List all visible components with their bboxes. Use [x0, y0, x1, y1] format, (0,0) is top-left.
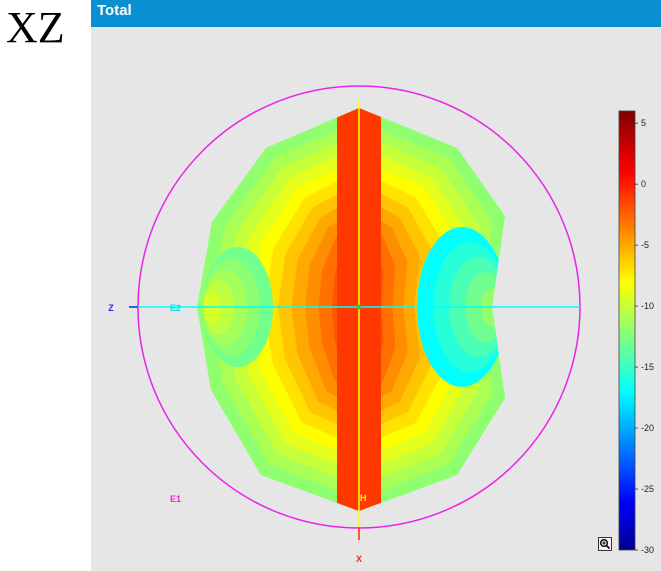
radiation-pattern-plot: Z X E2 E1 H 5 0 -5 -10 -15 -20 -25 -30: [108, 85, 654, 564]
zoom-icon[interactable]: [598, 537, 612, 551]
title-bar: Total: [91, 0, 661, 27]
colorbar-tick-label: -15: [641, 362, 654, 372]
view-label: XZ: [6, 3, 65, 52]
vertical-axis-label: X: [356, 554, 362, 564]
panel-title: Total: [97, 2, 132, 19]
colorbar-tick-label: 5: [641, 118, 646, 128]
colorbar-tick-label: -25: [641, 484, 654, 494]
colorbar-tick-label: -20: [641, 423, 654, 433]
colorbar-tick-label: 0: [641, 179, 646, 189]
marker-e2: E2: [170, 303, 181, 313]
colorbar-tick-label: -5: [641, 240, 649, 250]
colorbar-tick-label: -10: [641, 301, 654, 311]
colorbar-scale: [618, 110, 636, 551]
contour-fill: [197, 108, 505, 511]
origin-dot: [356, 304, 362, 310]
marker-e1: E1: [170, 494, 181, 504]
horizontal-axis-label: Z: [108, 303, 114, 313]
colorbar-tick-label: -30: [641, 545, 654, 555]
plot-panel: Total Z X E2 E1 H 5 0 -5 -10 -15 -20 -25 -30: [91, 0, 661, 571]
marker-h: H: [360, 493, 367, 503]
colorbar: 5 0 -5 -10 -15 -20 -25 -30: [618, 110, 654, 555]
